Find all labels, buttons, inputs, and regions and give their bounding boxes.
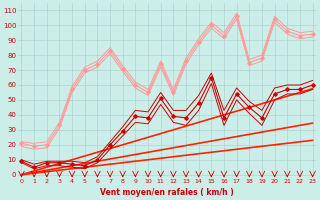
X-axis label: Vent moyen/en rafales ( km/h ): Vent moyen/en rafales ( km/h ) [100,188,234,197]
